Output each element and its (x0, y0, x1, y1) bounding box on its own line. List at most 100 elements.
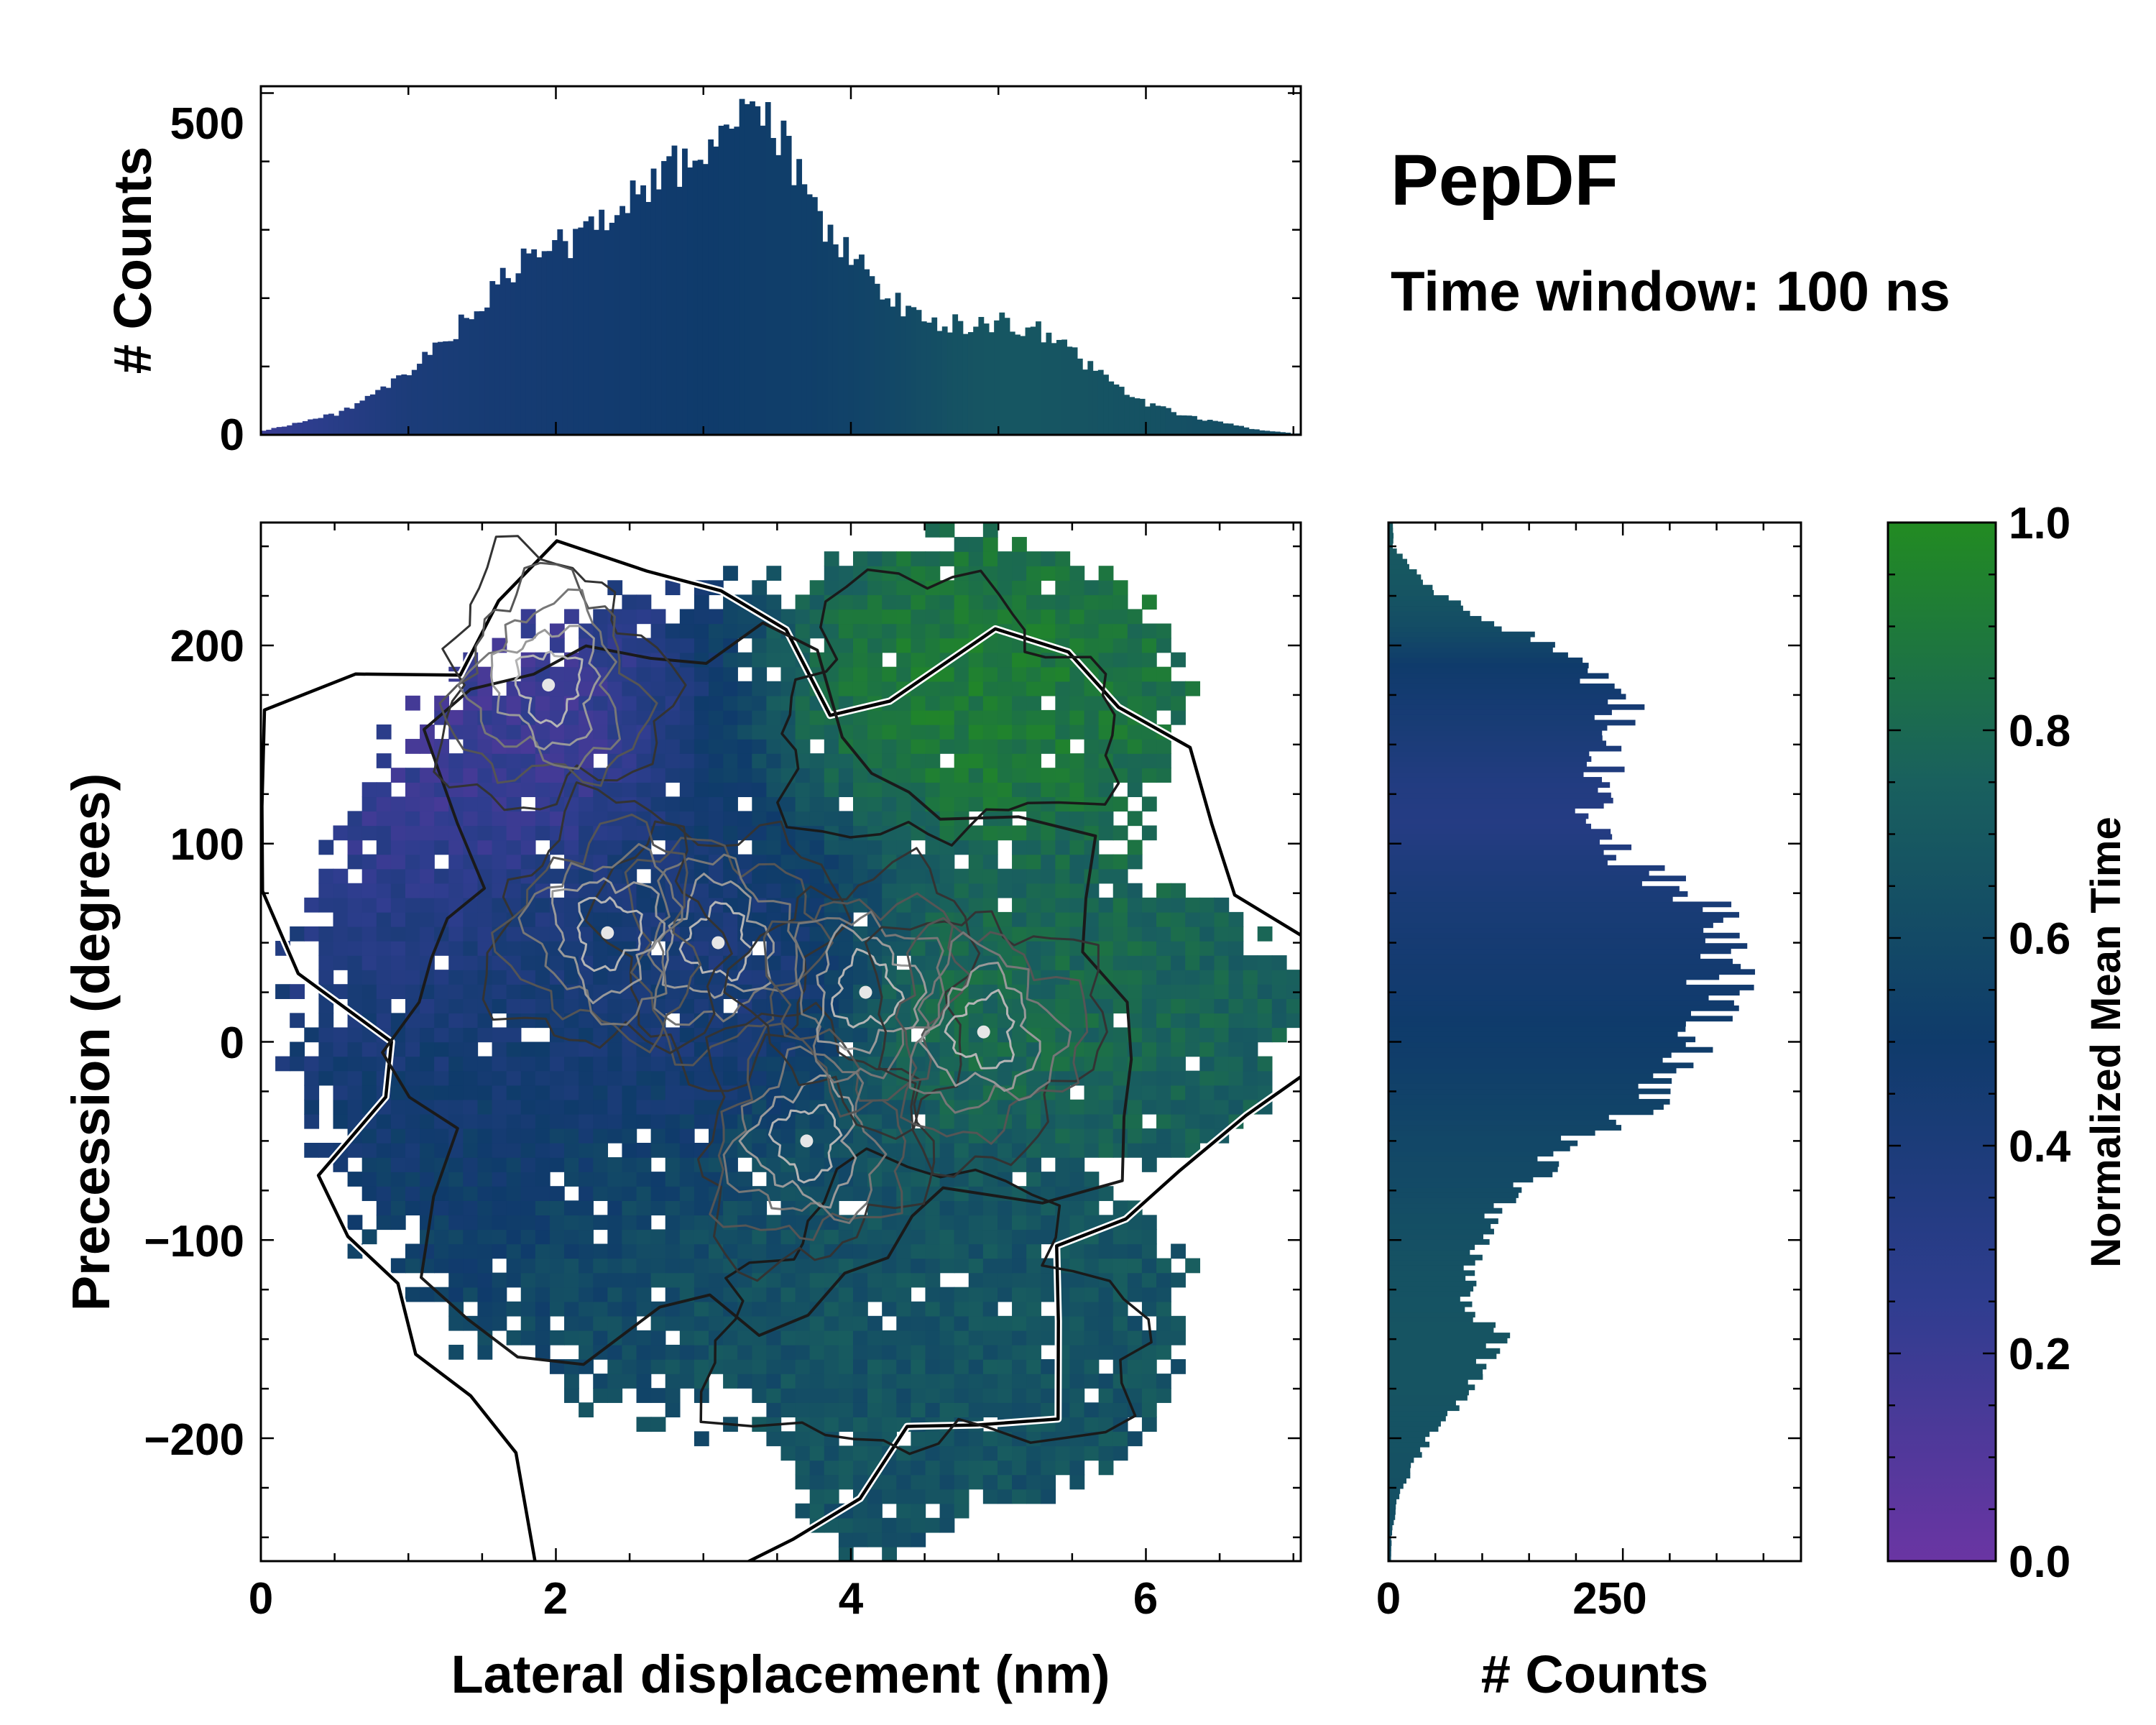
heatmap-cell (477, 1186, 493, 1201)
heatmap-cell (824, 1474, 839, 1490)
right-histogram-bar (1388, 1156, 1538, 1162)
heatmap-cell (766, 739, 782, 754)
heatmap-cell (867, 1041, 883, 1057)
heatmap-cell (1026, 897, 1041, 913)
heatmap-cell (420, 1041, 435, 1057)
heatmap-cell (520, 681, 536, 696)
heatmap-cell (1026, 1142, 1041, 1158)
heatmap-cell (361, 897, 377, 913)
top-histogram-bar (640, 185, 646, 435)
heatmap-cell (622, 1200, 637, 1216)
heatmap-cell (1026, 724, 1041, 740)
top-histogram-bar (630, 180, 636, 435)
right-histogram-bar (1388, 922, 1713, 929)
top-histogram-bar (859, 254, 865, 435)
top-histogram-bar (396, 375, 402, 435)
heatmap-cell (636, 1142, 652, 1158)
heatmap-cell (390, 1186, 406, 1201)
heatmap-cell (593, 1085, 609, 1100)
heatmap-cell (636, 970, 652, 985)
heatmap-cell (477, 1085, 493, 1100)
heatmap-cell (968, 1301, 984, 1317)
top-histogram-bar (1056, 339, 1062, 435)
heatmap-cell (434, 1041, 449, 1057)
heatmap-cell (1185, 984, 1201, 999)
heatmap-cell (1141, 1157, 1157, 1172)
top-histogram-bar (375, 390, 382, 435)
heatmap-cell (1112, 739, 1128, 754)
top-histogram-bar (541, 251, 548, 435)
top-histogram-bar (552, 240, 558, 435)
heatmap-cell (549, 811, 565, 827)
heatmap-cell (709, 1301, 724, 1317)
heatmap-cell (1228, 1070, 1244, 1086)
heatmap-cell (882, 1374, 897, 1389)
heatmap-cell (376, 941, 392, 956)
heatmap-cell (564, 1172, 579, 1187)
heatmap-cell (694, 1215, 709, 1230)
heatmap-cell (809, 1474, 825, 1490)
heatmap-cell (1171, 1330, 1186, 1346)
heatmap-cell (968, 854, 984, 870)
heatmap-cell (448, 1315, 464, 1331)
heatmap-cell (420, 1287, 435, 1302)
heatmap-cell (1141, 897, 1157, 913)
heatmap-cell (1055, 840, 1071, 855)
heatmap-cell (607, 1070, 623, 1086)
heatmap-cell (477, 1056, 493, 1072)
right-histogram-bar (1388, 1172, 1553, 1177)
heatmap-cell (679, 811, 695, 827)
top-histogram-bar (755, 106, 761, 436)
heatmap-cell (593, 854, 609, 870)
heatmap-cell (650, 1085, 666, 1100)
right-histogram-bar (1388, 1078, 1672, 1084)
heatmap-cell (896, 1474, 912, 1490)
heatmap-cell (564, 768, 579, 783)
heatmap-cell (709, 1258, 724, 1274)
heatmap-cell (694, 782, 709, 798)
heatmap-cell (1098, 1402, 1114, 1418)
heatmap-cell (622, 1344, 637, 1360)
heatmap-cell (405, 868, 420, 884)
heatmap-cell (838, 666, 854, 682)
heatmap-cell (1112, 970, 1128, 985)
heatmap-cell (795, 739, 811, 754)
heatmap-cell (925, 1287, 941, 1302)
heatmap-cell (1141, 695, 1157, 711)
heatmap-cell (463, 868, 479, 884)
heatmap-cell (376, 1215, 392, 1230)
heatmap-cell (477, 753, 493, 768)
top-histogram-bar (484, 307, 490, 435)
heatmap-cell (579, 724, 594, 740)
heatmap-cell (549, 638, 565, 653)
right-histogram-bars (1388, 523, 1756, 1562)
heatmap-cell (780, 854, 796, 870)
top-histogram-bar (354, 402, 361, 435)
heatmap-cell (405, 1186, 420, 1201)
heatmap-cell (607, 1186, 623, 1201)
heatmap-cell (636, 724, 652, 740)
heatmap-cell (463, 666, 479, 682)
heatmap-cell (405, 739, 420, 754)
heatmap-cell (420, 1013, 435, 1029)
right-histogram-bar (1388, 948, 1731, 954)
heatmap-cell (549, 1186, 565, 1201)
heatmap-cell (766, 768, 782, 783)
heatmap-cell (838, 1315, 854, 1331)
right-histogram-bar (1388, 668, 1588, 674)
heatmap-cell (954, 1229, 969, 1245)
top-histogram-bar (838, 257, 844, 435)
heatmap-cell (968, 1272, 984, 1288)
heatmap-cell (723, 1056, 738, 1072)
heatmap-cell (1127, 1243, 1143, 1259)
heatmap-cell (694, 695, 709, 711)
heatmap-cell (607, 1128, 623, 1144)
heatmap-cell (1185, 955, 1201, 970)
top-histogram-bar (760, 125, 766, 435)
heatmap-cell (607, 1229, 623, 1245)
heatmap-cell (1012, 753, 1027, 768)
heatmap-cell (896, 1517, 912, 1533)
heatmap-cell (824, 566, 839, 581)
heatmap-cell (665, 1243, 681, 1259)
heatmap-cell (925, 1431, 941, 1447)
